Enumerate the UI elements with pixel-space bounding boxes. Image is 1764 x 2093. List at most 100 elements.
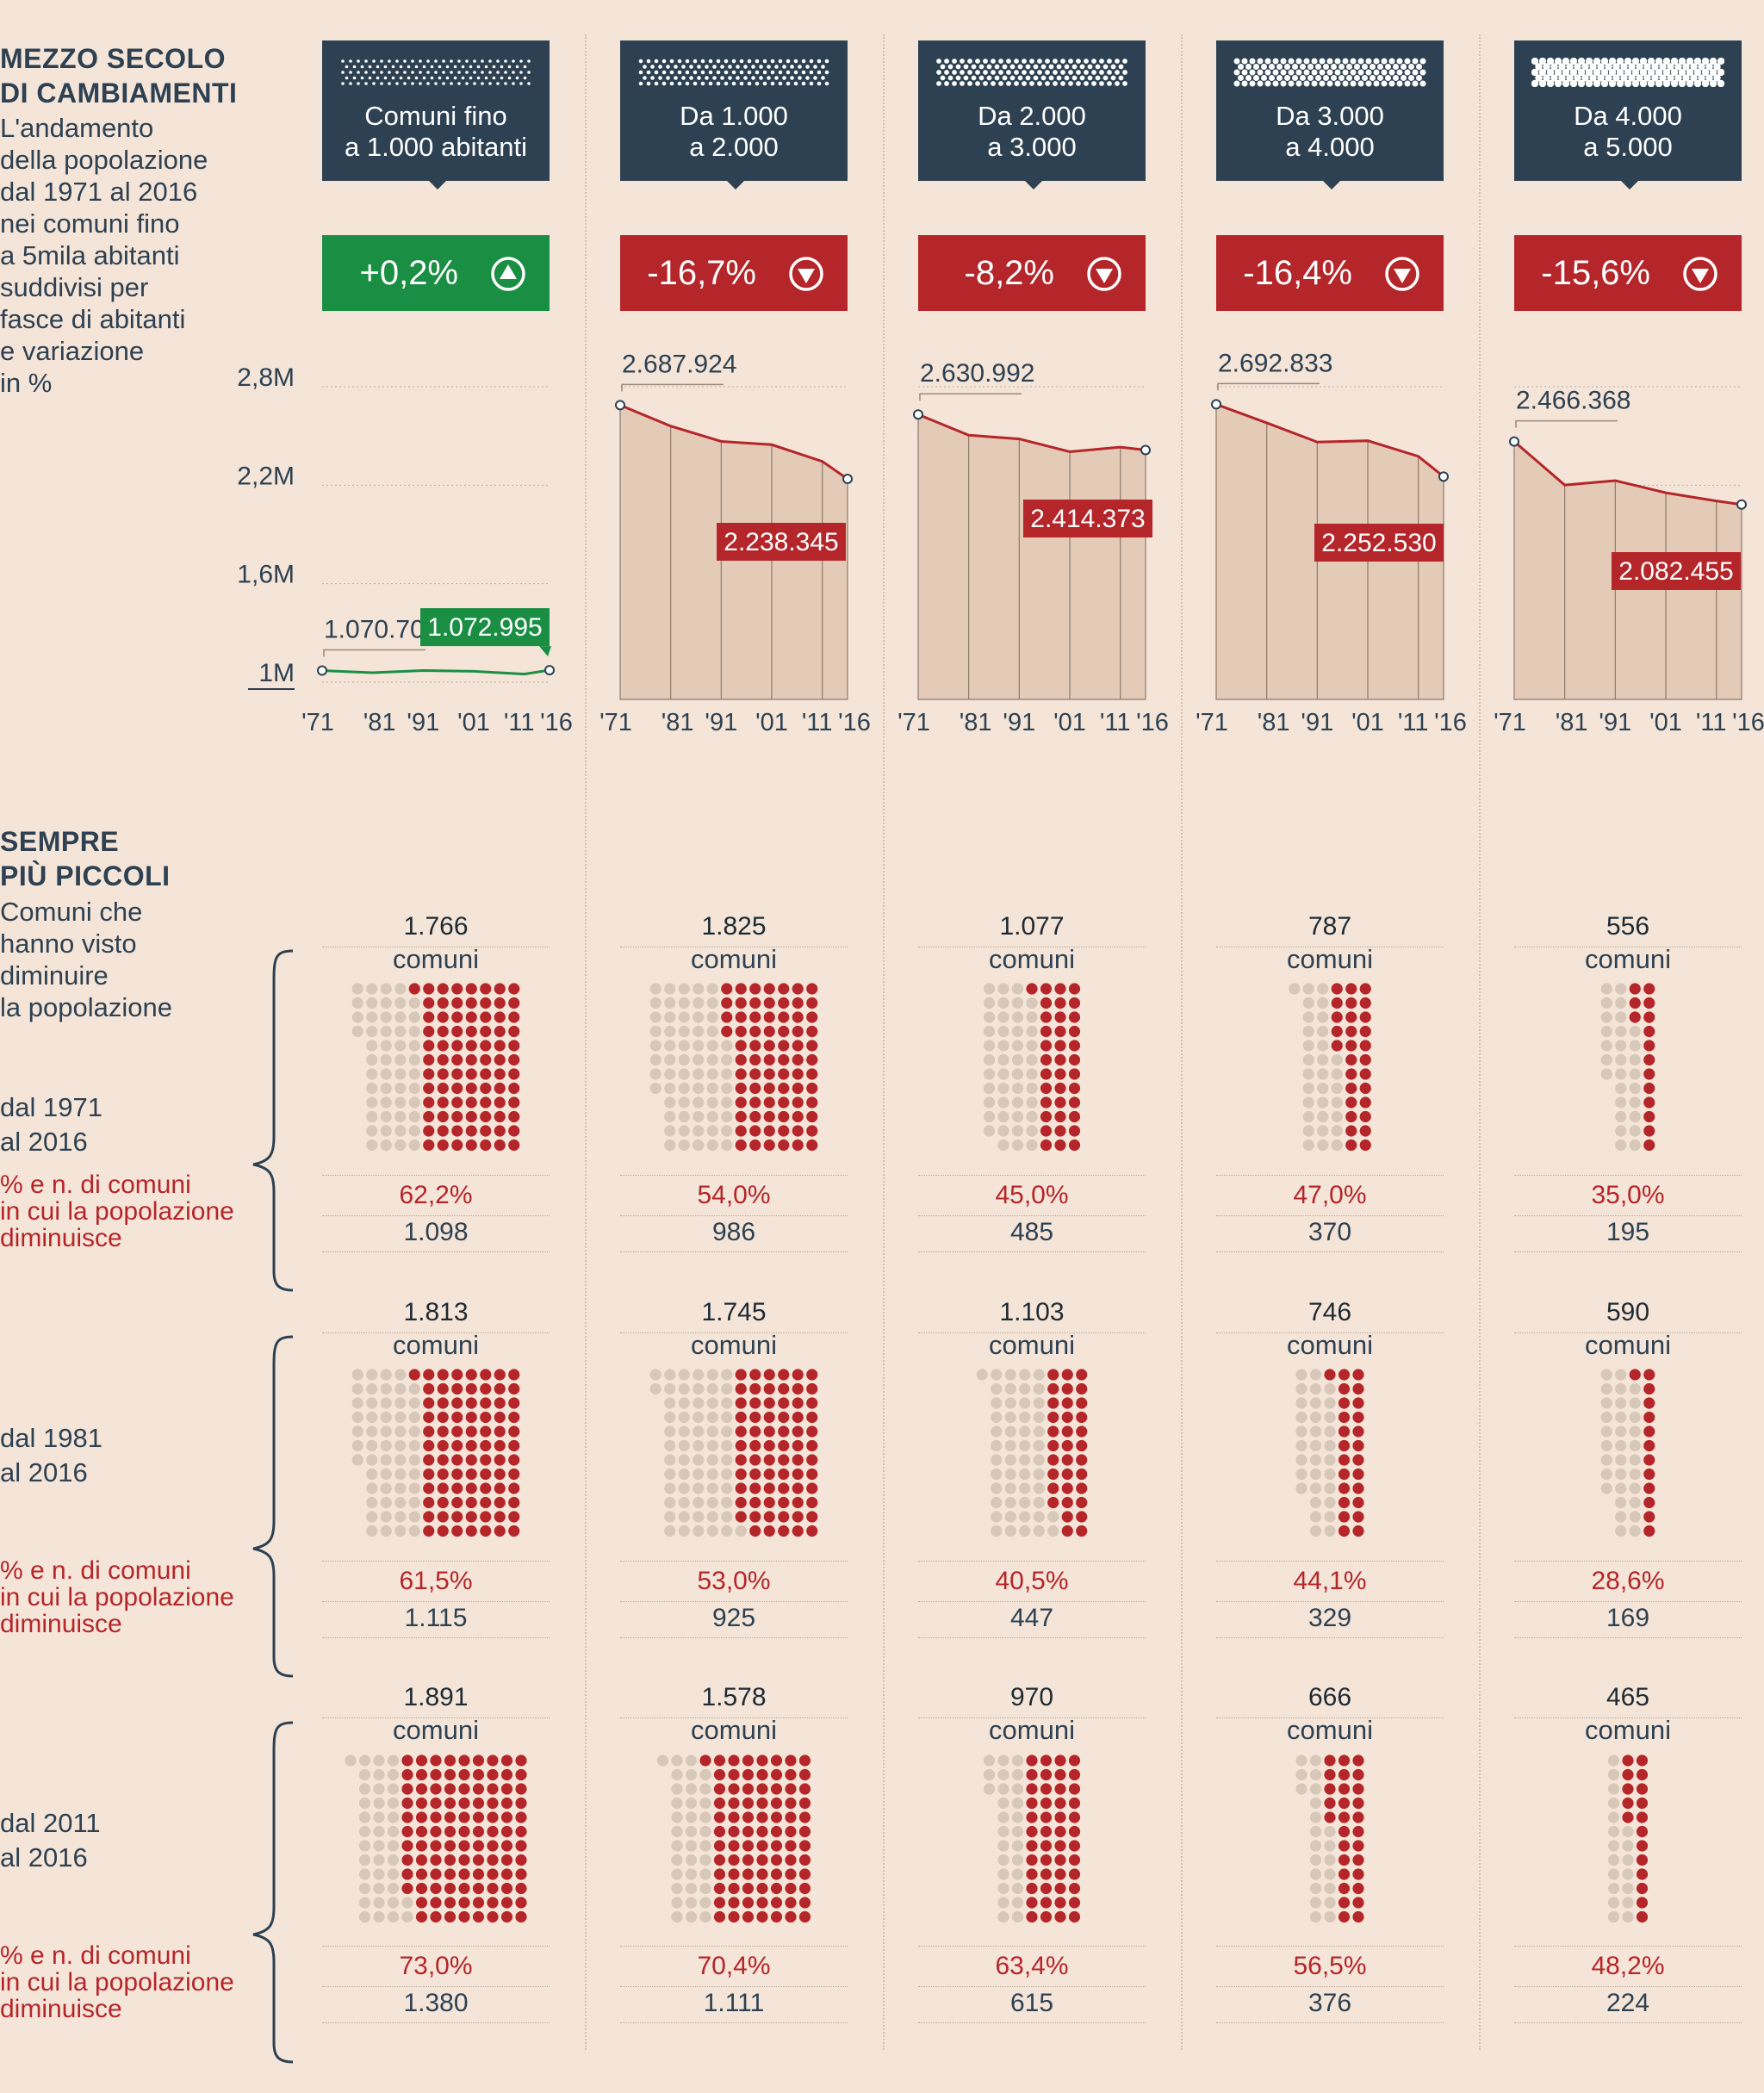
pattern-dot: [798, 76, 802, 80]
waffle-dot-decrease: [1054, 1897, 1066, 1909]
waffle-dot-decrease: [472, 1811, 485, 1823]
waffle-dot-decrease: [508, 1040, 520, 1052]
pattern-dot: [1701, 58, 1710, 65]
waffle-dot: [997, 1125, 1009, 1137]
waffle-dot-decrease: [423, 1482, 435, 1494]
dotted-rule: [918, 1637, 1146, 1638]
desc-line: hanno visto: [0, 928, 137, 959]
waffle-dot-decrease: [423, 1011, 435, 1023]
waffle-dot-decrease: [806, 1040, 818, 1052]
pattern-dot: [1040, 64, 1047, 70]
waffle-dot-decrease: [458, 1840, 470, 1852]
waffle-dot: [351, 1397, 363, 1409]
waffle-dot-decrease: [1040, 1797, 1053, 1810]
waffle-dot: [678, 1468, 690, 1481]
waffle-dot: [394, 1082, 407, 1095]
waffle-dot-decrease: [401, 1840, 413, 1852]
waffle-dot-decrease: [1352, 1511, 1364, 1523]
waffle-dot: [394, 1369, 407, 1381]
dotted-rule: [322, 1561, 550, 1562]
waffle-dot: [387, 1825, 400, 1838]
pattern-dot: [1393, 64, 1399, 70]
waffle-unit: comuni: [691, 944, 777, 974]
waffle-dot: [1615, 1482, 1627, 1494]
pattern-dot: [821, 76, 825, 80]
pattern-dot: [1276, 75, 1283, 81]
arrow-down-circle-icon: [1087, 257, 1121, 291]
pattern-dot: [739, 70, 744, 75]
waffle-dot-decrease: [1636, 1897, 1649, 1909]
pattern-dot: [383, 65, 388, 69]
waffle-dot: [991, 1369, 1003, 1381]
waffle-dot: [678, 1025, 690, 1038]
waffle-dot-decrease: [451, 1439, 463, 1452]
dotted-rule: [1216, 1601, 1444, 1602]
waffle-dot: [380, 1082, 392, 1095]
waffle-dot: [1615, 1525, 1627, 1537]
waffle-dot: [366, 1369, 378, 1381]
pattern-dot: [1543, 63, 1550, 71]
pattern-dot: [991, 59, 996, 64]
pattern-dot: [1300, 75, 1306, 81]
pattern-dot: [1667, 63, 1674, 71]
waffle-dot: [1600, 1068, 1612, 1080]
pattern-dot: [1249, 58, 1256, 65]
waffle-percent: 54,0%: [697, 1181, 771, 1209]
pattern-dot: [654, 70, 659, 75]
waffle-dot: [721, 1382, 733, 1395]
waffle-dot-decrease: [763, 1025, 775, 1038]
waffle-dot: [693, 1525, 705, 1537]
pattern-dot: [465, 71, 469, 74]
pattern-dot: [407, 65, 411, 69]
waffle-dot-decrease: [1338, 1425, 1351, 1438]
pattern-dot: [345, 65, 349, 69]
waffle-dot: [1600, 1025, 1612, 1038]
waffle-dot-decrease: [1352, 1825, 1364, 1838]
waffle-dot-decrease: [1026, 1897, 1038, 1909]
waffle-dot: [997, 1811, 1009, 1823]
waffle-dot-decrease: [1643, 1082, 1655, 1095]
x-tick-label: '01: [755, 709, 788, 736]
pattern-dot: [1670, 58, 1679, 65]
pattern-dot: [519, 82, 523, 85]
header-line2: a 3.000: [987, 132, 1077, 162]
pattern-dot: [960, 70, 965, 75]
pattern-dot: [689, 76, 693, 80]
waffle-dot-decrease: [763, 1411, 775, 1424]
pattern-dot: [1079, 64, 1085, 70]
pattern-dot: [1261, 75, 1267, 81]
period-line: dal 1981: [0, 1423, 102, 1453]
waffle-dot: [699, 1882, 711, 1895]
pattern-dot: [1616, 79, 1624, 87]
pattern-dot: [364, 59, 368, 63]
waffle-dot: [1026, 1125, 1038, 1137]
waffle-dot-decrease: [508, 1482, 520, 1494]
waffle-dot-decrease: [1622, 1768, 1634, 1781]
waffle-dot-decrease: [778, 1082, 790, 1095]
waffle-dot-decrease: [430, 1825, 442, 1838]
waffle-dot: [678, 1040, 690, 1052]
pattern-dot: [473, 59, 476, 63]
waffle-dot-decrease: [401, 1797, 413, 1810]
pattern-dot: [1581, 74, 1589, 82]
waffle-dot: [408, 1011, 420, 1023]
dotted-rule: [620, 1717, 848, 1718]
waffle-dot: [991, 1382, 1003, 1395]
waffle-dot-decrease: [763, 1454, 775, 1466]
pattern-dot: [453, 76, 457, 80]
pattern-dot: [955, 75, 961, 81]
waffle-dot: [983, 1783, 996, 1795]
waffle-dot-decrease: [1040, 1755, 1053, 1767]
pattern-dot: [1698, 74, 1705, 82]
pattern-dot: [1346, 75, 1352, 81]
waffle-dot: [373, 1768, 385, 1781]
waffle-total: 666: [1307, 1683, 1352, 1711]
waffle-dot: [721, 1053, 733, 1066]
waffle-dot-decrease: [1636, 1811, 1649, 1823]
waffle-percent: 45,0%: [995, 1181, 1069, 1209]
waffle-dot-decrease: [500, 1783, 513, 1795]
waffle-dot: [678, 1053, 690, 1066]
x-tick-label: '11: [504, 709, 535, 736]
